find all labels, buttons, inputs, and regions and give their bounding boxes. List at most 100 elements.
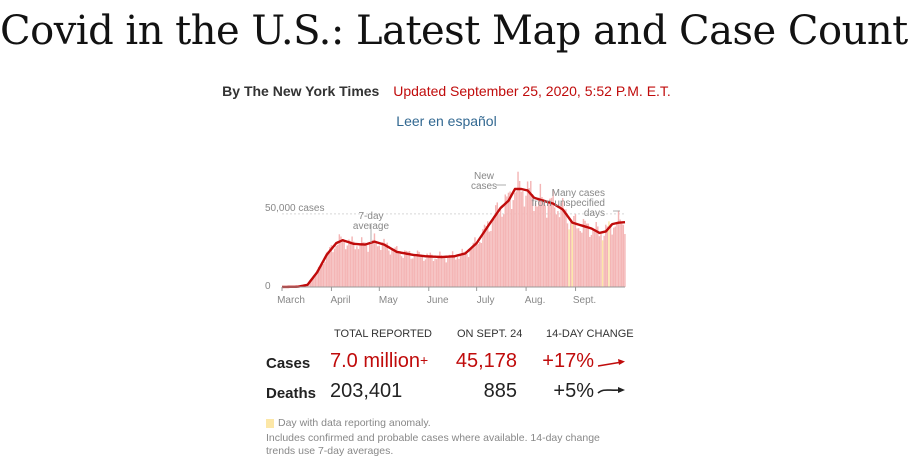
daily-case-bar (381, 242, 384, 287)
daily-case-bar (324, 261, 326, 287)
daily-case-bar (346, 245, 349, 287)
daily-case-bar (469, 249, 471, 287)
daily-case-bar (608, 221, 610, 287)
daily-case-bar (493, 219, 495, 287)
daily-case-bar (624, 233, 626, 287)
spanish-language-link[interactable]: Leer en español (396, 113, 497, 129)
daily-case-bar (557, 211, 559, 287)
daily-case-bar (349, 241, 352, 287)
daily-case-bar (437, 257, 439, 287)
daily-case-bar (418, 251, 420, 287)
daily-case-bar (487, 221, 489, 287)
daily-case-bar (429, 252, 432, 287)
daily-case-bar (490, 230, 492, 287)
daily-case-bar (380, 250, 382, 287)
daily-case-bar (338, 234, 341, 287)
x-tick-label: May (379, 295, 398, 306)
daily-case-bar (499, 210, 502, 287)
footnote-line-1: Includes confirmed and probable cases wh… (266, 432, 600, 444)
chart-annotation-text: New (474, 171, 495, 182)
daily-case-bar (496, 202, 499, 287)
daily-case-bar (597, 226, 599, 287)
daily-case-bar (386, 242, 388, 287)
daily-case-bar (554, 207, 556, 287)
daily-case-bar (311, 279, 313, 287)
daily-case-bar (561, 198, 564, 287)
daily-case-bar (600, 234, 602, 287)
daily-case-bar (466, 254, 468, 287)
daily-case-bar (340, 236, 342, 287)
daily-case-bar (354, 249, 357, 287)
daily-case-bar (399, 253, 401, 287)
daily-case-bar (370, 241, 372, 287)
daily-case-bar (313, 276, 315, 287)
daily-case-bar (408, 251, 411, 287)
daily-case-bar (581, 232, 583, 287)
cases-total-value: 7.0 million (330, 350, 421, 372)
daily-case-bar (514, 192, 516, 287)
daily-case-bar (431, 254, 433, 287)
daily-case-bar (536, 206, 538, 287)
daily-case-bar (552, 189, 554, 287)
seven-day-average-line (281, 187, 626, 289)
daily-case-bar (617, 210, 620, 287)
daily-case-bar (309, 281, 312, 287)
daily-case-bar (622, 224, 625, 287)
daily-case-bar (435, 259, 438, 287)
daily-case-bar (405, 250, 408, 287)
daily-case-bar (504, 194, 506, 287)
daily-case-bar (329, 247, 331, 287)
daily-case-bar (609, 223, 612, 287)
chart-annotation-text: Many cases (552, 188, 605, 199)
daily-case-bar (483, 224, 486, 287)
cases-label: Cases (266, 355, 311, 372)
daily-case-bar (601, 240, 604, 287)
cases-day: 45,178 (455, 350, 517, 372)
x-tick-label: April (330, 295, 350, 306)
daily-case-bar (571, 222, 573, 287)
y-tick-label: 50,000 cases (265, 203, 325, 214)
daily-case-bar (314, 275, 317, 287)
trend-flat-arrow-icon (597, 387, 625, 394)
daily-case-bar (352, 241, 355, 287)
daily-case-bar (506, 196, 508, 287)
daily-case-bar (378, 245, 380, 287)
daily-case-bar (488, 231, 491, 287)
daily-case-bar (368, 244, 371, 287)
daily-case-bar (616, 222, 618, 287)
daily-case-bar (450, 255, 452, 287)
daily-case-bar (459, 253, 462, 287)
daily-case-bar (577, 228, 580, 287)
daily-case-bar (383, 238, 385, 287)
daily-case-bar (614, 226, 617, 287)
daily-case-bar (593, 231, 596, 287)
daily-case-bar (412, 258, 414, 287)
daily-case-bar (413, 255, 416, 287)
daily-case-bar (375, 242, 377, 287)
daily-case-bar (440, 255, 443, 287)
daily-case-bar (343, 240, 345, 287)
daily-case-bar (477, 244, 479, 287)
daily-case-bar (605, 224, 607, 287)
daily-case-bar (517, 171, 519, 287)
daily-case-bar (345, 249, 347, 287)
daily-case-bar (498, 214, 500, 287)
daily-case-bar (319, 266, 321, 287)
byline: By The New York Times (222, 83, 380, 99)
daily-case-bar (397, 253, 400, 287)
daily-case-bar (502, 214, 505, 287)
daily-case-bar (585, 223, 588, 287)
daily-case-bar (424, 259, 427, 287)
trend-up-arrow-icon (597, 359, 625, 367)
daily-case-bar (442, 256, 444, 287)
daily-case-bar (565, 209, 567, 287)
daily-case-bar (579, 231, 581, 287)
daily-case-bar (333, 248, 336, 287)
daily-case-bar (362, 242, 365, 287)
daily-case-bar (367, 251, 369, 287)
daily-case-bar (494, 205, 497, 287)
daily-case-bar (549, 198, 551, 287)
daily-case-bar (479, 242, 481, 287)
chart-annotation-text: cases (471, 181, 497, 192)
anomaly-legend-label: Day with data reporting anomaly. (278, 417, 431, 429)
